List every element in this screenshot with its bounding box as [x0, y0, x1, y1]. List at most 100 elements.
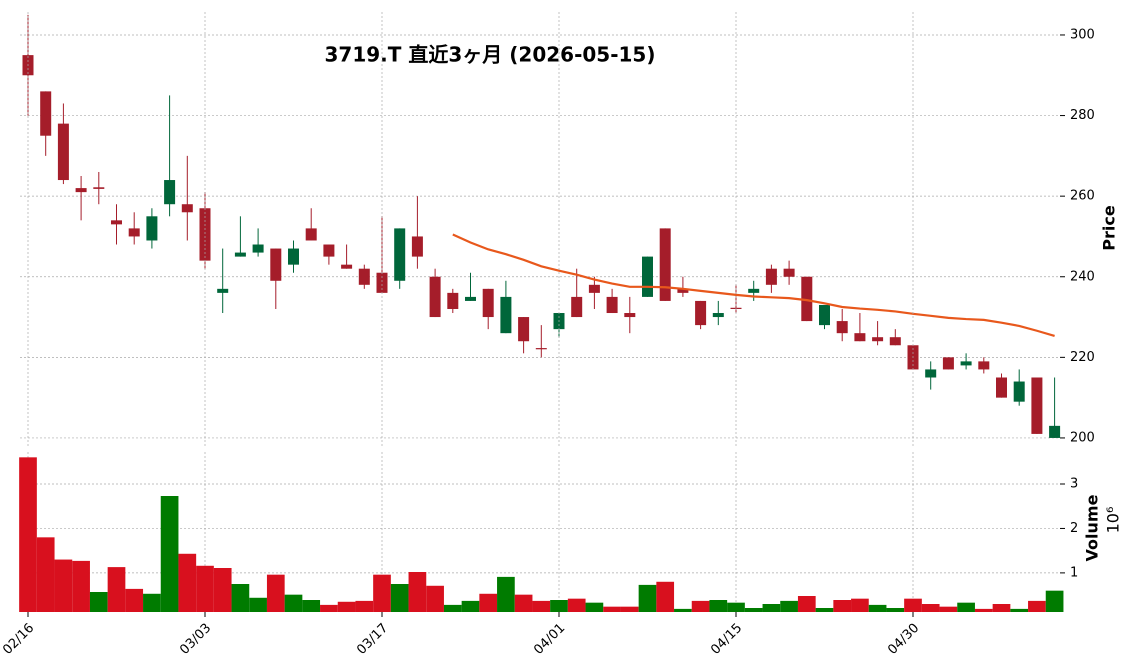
candle-body: [854, 333, 866, 342]
volume-bar: [497, 576, 515, 612]
candle-body: [40, 91, 52, 136]
volume-bar: [320, 604, 338, 612]
volume-bar: [426, 585, 444, 612]
volume-bar: [532, 600, 551, 612]
candle-body: [978, 361, 990, 370]
volume-bar: [479, 593, 498, 612]
volume-bar: [107, 567, 126, 612]
y-tick-label: 240: [1070, 269, 1095, 284]
candle-body: [1049, 425, 1061, 438]
volume-bar: [19, 457, 37, 612]
candle-body: [624, 313, 636, 318]
x-tick-label: 04/01: [531, 621, 568, 658]
volume-bar: [231, 584, 250, 612]
volume-bar: [744, 608, 763, 612]
volume-bar: [638, 584, 657, 612]
candle-body: [128, 228, 140, 237]
volume-bar: [443, 604, 462, 612]
volume-bar: [89, 592, 108, 612]
candle-body: [252, 244, 264, 253]
volume-bar: [851, 598, 869, 612]
volume-bar: [833, 600, 852, 612]
axis-exponent: 10⁶: [1104, 507, 1123, 534]
candle-body: [659, 228, 671, 301]
volume-bar: [957, 602, 975, 612]
volume-bar: [160, 496, 179, 612]
x-tick-label: 02/16: [0, 621, 37, 658]
candle-body: [571, 296, 583, 318]
volume-bar: [620, 606, 639, 612]
volume-bar: [408, 572, 427, 612]
x-tick-label: 04/30: [885, 621, 922, 658]
candle-body: [535, 348, 547, 350]
volume-bar: [868, 604, 887, 612]
y-tick-label: 1: [1070, 565, 1078, 580]
candle-body: [606, 296, 618, 314]
volume-bar: [36, 537, 55, 612]
candle-body: [93, 187, 105, 189]
volume-bar: [143, 593, 161, 612]
candle-body: [518, 317, 530, 342]
candle-body: [836, 321, 848, 334]
volume-bar: [797, 596, 816, 612]
candle-body: [801, 276, 813, 322]
volume-bar: [1010, 608, 1029, 612]
candle-body: [341, 264, 353, 269]
candle-body: [1013, 381, 1025, 402]
volume-bar: [461, 600, 480, 612]
volume-bar: [337, 601, 356, 612]
candle-body: [748, 288, 760, 293]
volume-bar: [567, 598, 586, 612]
volume-bar: [125, 588, 144, 612]
candle-body: [376, 272, 388, 293]
candle-body: [642, 256, 653, 297]
y-tick-label: 200: [1070, 430, 1095, 445]
volume-bar: [762, 604, 781, 612]
y-axis-label: Price: [1100, 205, 1119, 251]
candle-body: [199, 208, 211, 261]
volume-bar: [196, 565, 214, 612]
candle-body: [323, 244, 335, 257]
candle-body: [305, 228, 317, 241]
volume-bar: [355, 600, 374, 612]
candle-body: [500, 296, 512, 334]
candle-body: [925, 369, 937, 378]
candle-body: [783, 268, 795, 277]
moving-average-line: [452, 233, 1055, 338]
candle-body: [234, 252, 246, 257]
volume-bar: [1028, 600, 1046, 612]
volume-bar: [284, 594, 303, 612]
volume-bar: [54, 559, 73, 612]
volume-bar: [266, 574, 285, 612]
candle-body: [411, 236, 423, 257]
candle-body: [588, 284, 600, 293]
volume-bar: [213, 568, 232, 612]
volume-bar: [780, 600, 798, 612]
volume-bar: [691, 600, 710, 612]
chart-title: 3719.T 直近3ヶ月 (2026-05-15): [325, 43, 656, 67]
volume-bar: [249, 597, 267, 612]
candle-body: [429, 276, 441, 318]
candle-body: [996, 377, 1007, 398]
y-axis-label: Volume: [1083, 494, 1102, 561]
candle-body: [217, 288, 229, 293]
volume-bar: [514, 594, 533, 612]
candle-body: [270, 248, 282, 281]
y-tick-label: 220: [1070, 350, 1095, 365]
volume-bar: [1045, 590, 1064, 612]
candle-body: [889, 337, 901, 346]
candle-body: [765, 268, 777, 285]
volume-bar: [939, 606, 958, 612]
volume-bar: [674, 608, 692, 612]
candle-body: [872, 337, 884, 342]
y-tick-label: 300: [1070, 27, 1095, 42]
candle-body: [181, 204, 193, 213]
volume-bar: [550, 600, 568, 612]
candle-body: [358, 268, 370, 285]
volume-bar: [974, 608, 993, 612]
candle-body: [288, 248, 299, 265]
x-tick-label: 03/17: [354, 621, 391, 658]
volume-bar: [603, 606, 621, 612]
candle-body: [960, 361, 972, 366]
volume-bar: [886, 608, 905, 612]
